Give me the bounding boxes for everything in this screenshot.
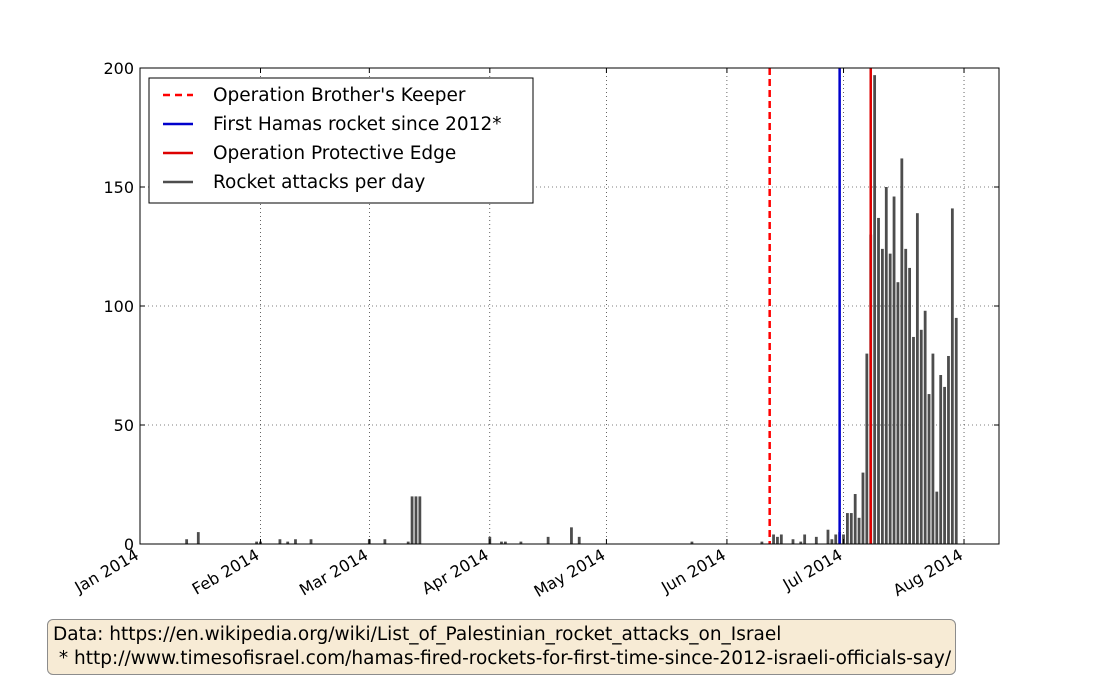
bar	[519, 541, 523, 544]
bar	[849, 513, 853, 544]
x-tick-label: Feb 2014	[189, 545, 263, 599]
bar	[830, 539, 834, 544]
bar	[278, 539, 282, 544]
rocket-attacks-chart: 0 50 100 150 200 Jan 2014 Feb 2014 Mar 2014 Apr …	[71, 59, 1000, 601]
x-tick-label: Jan 2014	[71, 545, 142, 597]
bar	[185, 539, 189, 544]
legend-label: First Hamas rocket since 2012*	[213, 114, 501, 135]
bar	[943, 386, 946, 544]
legend-box	[148, 77, 534, 204]
bar	[908, 267, 912, 544]
bar	[776, 536, 779, 544]
bar	[904, 248, 908, 544]
bar	[803, 534, 807, 544]
bar	[865, 353, 869, 544]
bar	[919, 329, 923, 544]
bar	[503, 541, 507, 544]
bar	[255, 541, 259, 544]
bar	[799, 541, 803, 544]
bar	[880, 248, 884, 544]
bar	[772, 534, 775, 544]
legend: Operation Brother's Keeper First Hamas ro…	[148, 77, 534, 204]
y-tick-label: 0	[124, 535, 134, 554]
legend-label: Rocket attacks per day	[213, 172, 425, 193]
bar	[546, 536, 550, 544]
x-tick-label: Mar 2014	[296, 545, 371, 599]
bar	[418, 496, 422, 544]
y-tick-label: 200	[103, 59, 134, 78]
bar	[286, 541, 290, 544]
bar	[690, 541, 694, 544]
bar	[947, 355, 950, 544]
bar	[791, 539, 795, 544]
x-tick-label: Apr 2014	[419, 545, 492, 598]
x-tick-label: Jul 2014	[779, 545, 846, 595]
bar	[196, 532, 200, 544]
y-tick-label: 50	[114, 416, 134, 435]
bar	[309, 539, 313, 544]
bar	[935, 491, 939, 544]
bar	[846, 513, 849, 544]
bar	[383, 539, 387, 544]
bar	[877, 217, 880, 544]
y-tick-label: 150	[103, 178, 134, 197]
bar	[410, 496, 414, 544]
data-source-note: Data: https://en.wikipedia.org/wiki/List…	[47, 619, 957, 675]
bar	[834, 534, 838, 544]
bar	[760, 541, 764, 544]
bar	[814, 536, 818, 544]
bar	[406, 541, 410, 544]
bar	[900, 158, 904, 544]
x-tick-label: Aug 2014	[890, 545, 966, 600]
bar	[884, 187, 888, 544]
bar	[892, 196, 896, 544]
bar	[923, 310, 927, 544]
bar	[861, 472, 865, 544]
bar	[414, 496, 418, 544]
bar	[857, 517, 861, 544]
bar	[779, 534, 783, 544]
x-tick-label: Jun 2014	[657, 545, 729, 597]
legend-label: Operation Brother's Keeper	[213, 85, 466, 106]
bar	[853, 494, 857, 544]
x-tick-label: May 2014	[531, 545, 609, 601]
bar	[950, 208, 954, 545]
bar	[896, 282, 900, 544]
bar	[912, 336, 915, 544]
bar	[500, 541, 503, 544]
bar	[294, 539, 297, 544]
bar	[873, 75, 877, 544]
bar	[927, 394, 931, 544]
bar	[888, 253, 892, 544]
source-line-2: * http://www.timesofisrael.com/hamas-fir…	[53, 648, 952, 669]
legend-label: Operation Protective Edge	[213, 143, 456, 164]
bar	[577, 536, 581, 544]
bar	[826, 529, 830, 544]
bar	[915, 213, 919, 544]
y-tick-label: 100	[103, 297, 134, 316]
bar	[931, 353, 935, 544]
bar	[570, 527, 573, 544]
bar	[954, 317, 958, 544]
bar	[939, 375, 943, 544]
event-lines	[768, 68, 872, 544]
source-line-1: Data: https://en.wikipedia.org/wiki/List…	[53, 624, 782, 645]
